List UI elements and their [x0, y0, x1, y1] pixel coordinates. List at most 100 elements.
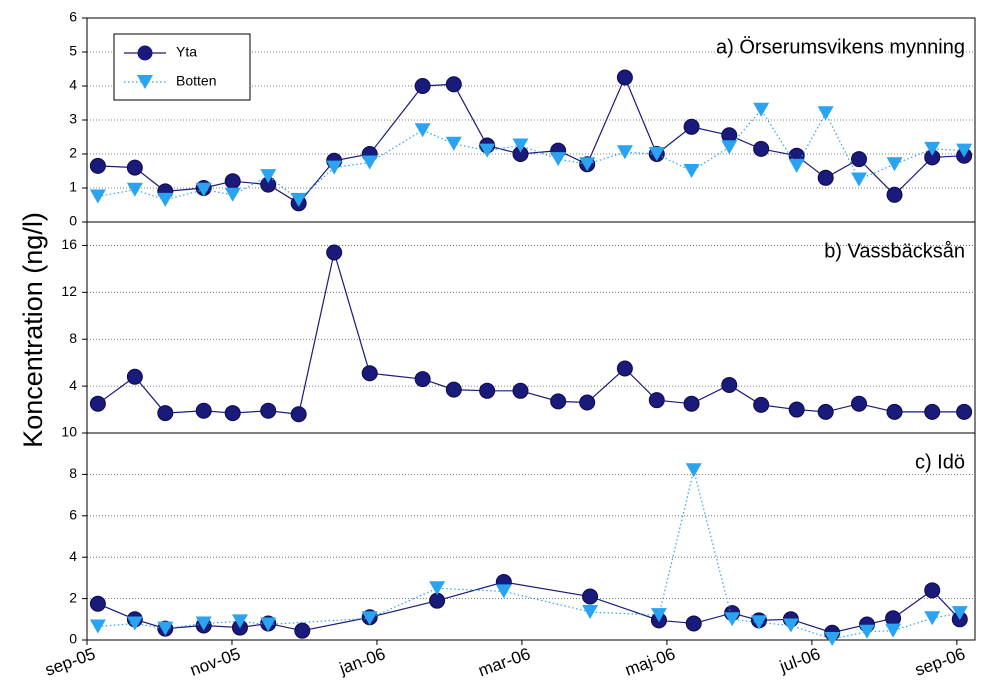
point	[260, 169, 277, 184]
point	[290, 192, 307, 207]
point	[157, 621, 174, 636]
point	[788, 401, 805, 418]
point	[126, 616, 143, 631]
point	[512, 138, 529, 153]
series-line	[97, 108, 965, 201]
point	[851, 151, 868, 168]
point	[231, 614, 248, 629]
point	[429, 581, 446, 596]
y-tick-label: 4	[69, 548, 77, 564]
point	[445, 381, 462, 398]
point	[650, 608, 667, 623]
point	[550, 393, 567, 410]
point	[89, 157, 106, 174]
point	[414, 123, 431, 138]
point	[157, 405, 174, 422]
point	[886, 186, 903, 203]
point	[683, 395, 700, 412]
point	[445, 76, 462, 93]
point	[361, 611, 378, 626]
point	[817, 169, 834, 186]
point	[648, 147, 665, 161]
point	[886, 403, 903, 420]
y-tick-label: 0	[69, 631, 77, 647]
legend-marker	[137, 75, 153, 89]
point	[445, 136, 462, 151]
point	[224, 173, 241, 190]
y-tick-label: 8	[69, 330, 77, 346]
point	[886, 157, 903, 172]
point	[414, 371, 431, 388]
y-tick-label: 3	[69, 111, 77, 127]
point	[126, 159, 143, 176]
point	[683, 164, 700, 178]
y-tick-label: 2	[69, 145, 77, 161]
y-tick-label: 4	[69, 377, 77, 393]
y-tick-label: 10	[61, 424, 77, 440]
point	[326, 244, 343, 261]
legend-marker	[137, 45, 153, 61]
x-tick-label: jul-06	[776, 644, 823, 676]
point	[724, 612, 741, 627]
x-tick-label: jan-06	[336, 644, 388, 678]
series-line	[97, 470, 960, 640]
point	[924, 141, 941, 156]
x-tick-label: nov-05	[188, 644, 243, 680]
legend-label: Yta	[176, 44, 197, 60]
point	[224, 405, 241, 422]
point	[579, 157, 596, 172]
x-tick-label: sep-05	[43, 644, 98, 680]
y-tick-label: 2	[69, 589, 77, 605]
point	[479, 382, 496, 399]
point	[294, 622, 311, 639]
point	[885, 623, 902, 638]
point	[157, 192, 174, 207]
point	[956, 143, 973, 158]
point	[885, 610, 902, 627]
panel-title: c) Idö	[915, 451, 965, 473]
legend-box	[113, 33, 251, 101]
point	[782, 618, 799, 633]
point	[582, 605, 599, 620]
point	[851, 395, 868, 412]
point	[788, 158, 805, 173]
point	[429, 592, 446, 609]
panel-title: a) Örserumsvikens mynning	[716, 36, 965, 58]
panel-title: b) Vassbäcksån	[824, 240, 965, 262]
point	[750, 615, 767, 630]
point	[260, 617, 277, 632]
point	[290, 406, 307, 423]
point	[195, 182, 212, 197]
point	[924, 403, 941, 420]
legend-label: Botten	[176, 73, 216, 89]
point	[89, 595, 106, 612]
y-tick-label: 5	[69, 43, 77, 59]
point	[817, 106, 834, 121]
point	[579, 394, 596, 411]
y-tick-label: 6	[69, 507, 77, 523]
point	[753, 102, 770, 117]
y-tick-label: 8	[69, 465, 77, 481]
y-tick-label: 4	[69, 77, 77, 93]
point	[956, 403, 973, 420]
point	[126, 368, 143, 385]
y-tick-label: 12	[61, 283, 77, 299]
point	[89, 395, 106, 412]
point	[260, 402, 277, 419]
y-tick-label: 1	[69, 179, 77, 195]
point	[616, 360, 633, 377]
y-axis-label: Koncentration (ng/l)	[18, 212, 48, 448]
series-line	[97, 252, 965, 415]
point	[126, 182, 143, 197]
x-tick-label: maj-06	[622, 644, 677, 680]
point	[858, 624, 875, 639]
point	[851, 172, 868, 187]
point	[616, 69, 633, 86]
point	[512, 382, 529, 399]
point	[326, 160, 343, 175]
point	[361, 155, 378, 170]
point	[582, 588, 599, 605]
point	[195, 616, 212, 631]
plot-frame	[86, 432, 976, 641]
